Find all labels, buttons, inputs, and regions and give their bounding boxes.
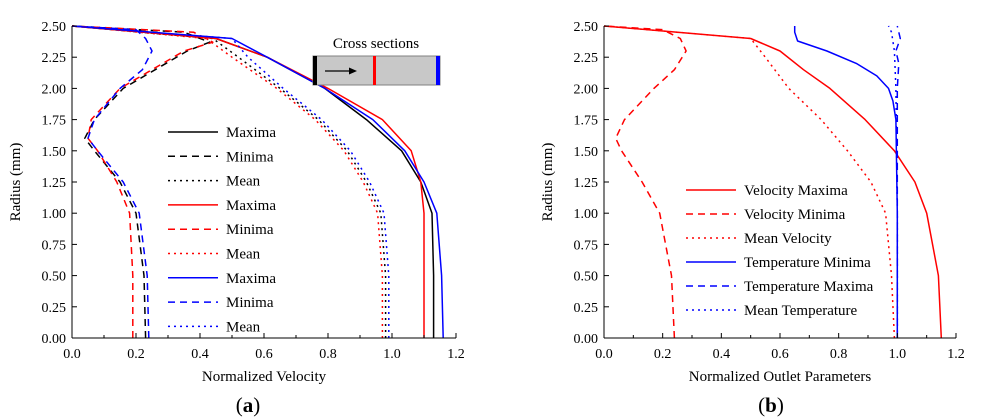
x-tick-label: 0.6: [255, 347, 273, 362]
y-tick-label: 0.75: [574, 238, 599, 253]
y-tick-label: 0.50: [42, 270, 67, 285]
x-tick-label: 1.2: [447, 347, 465, 362]
y-tick-label: 1.50: [42, 145, 67, 160]
legend: Velocity Maxima Velocity Minima Mean Veloc…: [686, 183, 874, 319]
legend-label: Temperature Minima: [744, 255, 871, 271]
series-line: [887, 25, 899, 338]
x-tick-label: 0.8: [319, 347, 337, 362]
series-line: [71, 25, 214, 338]
x-tick-label: 0.2: [654, 347, 672, 362]
legend-label: Velocity Maxima: [744, 183, 848, 199]
x-axis-label: Normalized Outlet Parameters: [689, 369, 872, 385]
y-tick-label: 2.00: [42, 82, 67, 97]
y-tick-label: 1.50: [574, 145, 599, 160]
y-tick-label: 0.25: [42, 301, 67, 316]
panel-label: (a): [236, 393, 261, 417]
x-tick-label: 1.2: [947, 347, 965, 362]
inset-flow-arrow-head: [349, 67, 357, 75]
legend-label: Maxima: [226, 271, 276, 287]
y-tick-label: 2.25: [574, 51, 599, 66]
panel-label-open: (: [758, 393, 765, 417]
inset-middle-section: [373, 56, 376, 85]
y-axis-label: Radius (mm): [540, 143, 556, 222]
legend-label: Mean: [226, 174, 261, 190]
legend-label: Temperature Maxima: [744, 279, 874, 295]
inset-inlet-section: [313, 56, 317, 85]
panel-label-letter: a: [243, 393, 254, 417]
y-tick-label: 2.25: [42, 51, 67, 66]
y-tick-label: 2.00: [574, 82, 599, 97]
x-tick-label: 1.0: [383, 347, 401, 362]
y-tick-label: 0.00: [42, 332, 67, 347]
y-tick-label: 1.25: [42, 176, 67, 191]
panel-label-close: ): [777, 393, 784, 417]
x-tick-label: 0.4: [713, 347, 731, 362]
inset-title: Cross sections: [333, 36, 419, 52]
panel-label-close: ): [253, 393, 260, 417]
panel-label-letter: b: [765, 393, 777, 417]
series-line: [895, 25, 902, 338]
y-tick-label: 1.25: [574, 176, 599, 191]
x-tick-label: 0.4: [191, 347, 209, 362]
x-tick-label: 0.6: [771, 347, 789, 362]
legend-label: Mean Temperature: [744, 303, 858, 319]
y-tick-label: 0.25: [574, 301, 599, 316]
y-tick-label: 1.00: [574, 207, 599, 222]
y-tick-label: 1.75: [42, 114, 67, 129]
series-line: [603, 25, 943, 339]
x-tick-label: 0.8: [830, 347, 848, 362]
series-line: [603, 25, 687, 339]
y-tick-label: 2.50: [42, 20, 67, 35]
panel-label-open: (: [236, 393, 243, 417]
legend-label: Minima: [226, 295, 274, 311]
chart-panel-b: 0.0 0.2 0.4 0.6 0.8 1.0 1.2 0.00 0.25 0.50 0.75 1.0…: [540, 20, 965, 417]
series-line: [71, 25, 390, 338]
x-tick-label: 0.0: [595, 347, 613, 362]
inset-outlet-section: [436, 56, 440, 85]
legend: Maxima Minima Mean Maxima Minima Mean Maxima Mi…: [168, 125, 276, 335]
series-line: [71, 25, 387, 338]
series-line: [71, 25, 211, 339]
series-line: [71, 25, 153, 339]
y-tick-label: 1.75: [574, 114, 599, 129]
y-axis-label: Radius (mm): [8, 143, 24, 222]
x-tick-label: 0.0: [63, 347, 81, 362]
legend-label: Minima: [226, 149, 274, 165]
y-tick-label: 0.50: [574, 270, 599, 285]
y-tick-label: 1.00: [42, 207, 67, 222]
legend-label: Minima: [226, 222, 274, 238]
legend-label: Mean: [226, 247, 261, 263]
x-axis-label: Normalized Velocity: [202, 369, 327, 385]
panel-label: (b): [758, 393, 784, 417]
legend-label: Mean Velocity: [744, 231, 832, 247]
legend-label: Mean: [226, 319, 261, 335]
chart-panel-a: 0.0 0.2 0.4 0.6 0.8 1.0 1.2 0.00 0.25 0.50 0.75 1.0…: [8, 20, 465, 417]
x-tick-label: 0.2: [127, 347, 145, 362]
series-line: [71, 25, 425, 338]
x-tick-label: 1.0: [889, 347, 907, 362]
y-tick-label: 2.50: [574, 20, 599, 35]
series-line: [71, 25, 444, 339]
cross-section-inset: Cross sections: [312, 36, 441, 86]
y-tick-label: 0.00: [574, 332, 599, 347]
legend-label: Velocity Minima: [744, 207, 846, 223]
legend-label: Maxima: [226, 198, 276, 214]
series-line: [71, 25, 384, 338]
y-tick-label: 0.75: [42, 238, 67, 253]
legend-label: Maxima: [226, 125, 276, 141]
